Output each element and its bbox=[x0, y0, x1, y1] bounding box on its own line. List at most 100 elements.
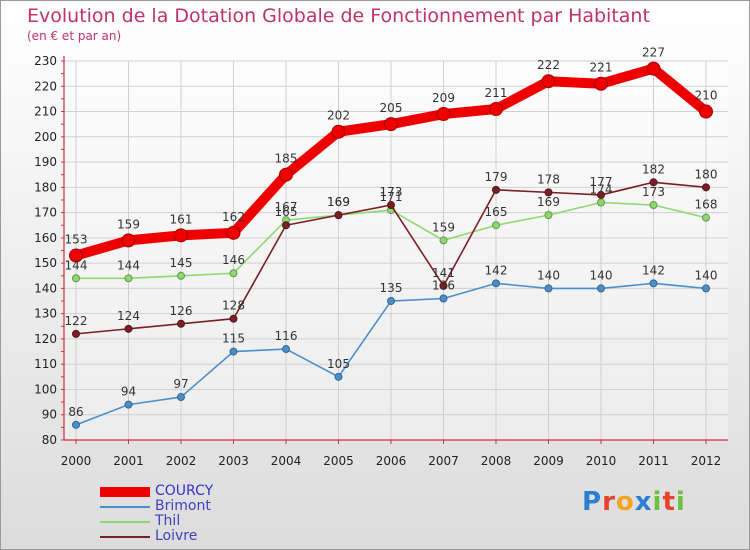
legend-label: Thil bbox=[155, 513, 181, 529]
y-tick-label: 100 bbox=[34, 382, 57, 396]
y-tick-label: 200 bbox=[34, 130, 57, 144]
y-tick-label: 170 bbox=[34, 206, 57, 220]
data-label-thil: 174 bbox=[590, 182, 613, 196]
x-tick-label: 2002 bbox=[166, 454, 197, 468]
data-label-thil: 169 bbox=[327, 195, 350, 209]
chart-title: Evolution de la Dotation Globale de Fonc… bbox=[27, 5, 650, 27]
data-label-brimont: 105 bbox=[327, 357, 350, 371]
data-point-thil bbox=[124, 274, 133, 283]
y-tick-label: 180 bbox=[34, 180, 57, 194]
data-label-brimont: 140 bbox=[695, 268, 718, 282]
y-tick-label: 210 bbox=[34, 105, 57, 119]
data-point-brimont bbox=[702, 284, 710, 293]
y-tick-label: 190 bbox=[34, 155, 57, 169]
y-tick-label: 90 bbox=[42, 408, 57, 422]
data-label-thil: 165 bbox=[485, 205, 508, 219]
data-label-brimont: 140 bbox=[537, 268, 560, 282]
chart-subtitle: (en € et par an) bbox=[27, 29, 122, 43]
data-label-thil: 145 bbox=[170, 256, 193, 270]
data-label-brimont: 115 bbox=[222, 332, 245, 346]
data-point-brimont bbox=[124, 400, 133, 409]
data-label-brimont: 116 bbox=[275, 329, 298, 343]
data-point-thil bbox=[439, 236, 448, 245]
y-tick-label: 150 bbox=[34, 256, 57, 270]
data-label-loivre: 169 bbox=[327, 195, 350, 209]
data-label-brimont: 136 bbox=[432, 279, 455, 293]
data-point-brimont bbox=[282, 345, 290, 354]
data-label-loivre: 177 bbox=[590, 175, 613, 189]
data-point-brimont bbox=[439, 294, 448, 303]
logo-letter: x bbox=[634, 487, 653, 517]
x-tick-label: 2012 bbox=[691, 454, 722, 468]
data-point-brimont bbox=[492, 279, 500, 288]
data-point-courcy bbox=[226, 225, 241, 240]
logo-letter: t bbox=[662, 487, 676, 517]
data-label-thil: 146 bbox=[222, 253, 245, 267]
data-point-thil bbox=[649, 201, 658, 210]
data-point-thil bbox=[544, 211, 553, 220]
proxiti-logo: Proxiti bbox=[582, 487, 686, 517]
data-point-loivre bbox=[649, 178, 658, 187]
logo-letter: o bbox=[615, 487, 635, 517]
data-point-brimont bbox=[229, 347, 238, 356]
data-point-brimont bbox=[597, 284, 605, 293]
data-point-courcy bbox=[541, 74, 556, 89]
data-point-thil bbox=[72, 274, 80, 283]
data-label-loivre: 173 bbox=[380, 185, 403, 199]
data-point-thil bbox=[229, 269, 238, 278]
data-point-loivre bbox=[72, 329, 80, 338]
data-point-thil bbox=[492, 221, 500, 230]
data-label-courcy: 161 bbox=[170, 212, 193, 226]
data-label-brimont: 142 bbox=[642, 263, 665, 277]
legend-swatch bbox=[100, 486, 150, 497]
data-label-thil: 168 bbox=[695, 198, 718, 212]
x-tick-label: 2009 bbox=[533, 454, 564, 468]
data-label-brimont: 142 bbox=[485, 263, 508, 277]
data-point-brimont bbox=[72, 420, 80, 429]
x-tick-label: 2000 bbox=[61, 454, 92, 468]
data-label-thil: 169 bbox=[537, 195, 560, 209]
legend-swatch bbox=[100, 505, 150, 508]
data-point-loivre bbox=[492, 185, 500, 194]
data-label-thil: 171 bbox=[380, 190, 403, 204]
y-tick-label: 160 bbox=[34, 231, 57, 245]
logo-letter: r bbox=[602, 487, 616, 517]
data-label-courcy: 209 bbox=[432, 91, 455, 105]
data-label-thil: 144 bbox=[117, 258, 140, 272]
data-point-courcy bbox=[331, 124, 346, 139]
data-point-loivre bbox=[387, 201, 395, 210]
x-tick-label: 2006 bbox=[376, 454, 407, 468]
data-label-loivre: 182 bbox=[642, 162, 665, 176]
y-tick-label: 130 bbox=[34, 307, 57, 321]
data-label-courcy: 210 bbox=[695, 89, 718, 103]
data-point-loivre bbox=[229, 314, 238, 323]
data-point-courcy bbox=[384, 117, 398, 132]
legend-label: COURCY bbox=[155, 483, 214, 499]
data-point-loivre bbox=[439, 281, 448, 290]
data-point-courcy bbox=[174, 228, 188, 243]
data-label-courcy: 222 bbox=[537, 58, 560, 72]
x-tick-label: 2008 bbox=[481, 454, 512, 468]
plot-area bbox=[64, 61, 728, 440]
data-label-loivre: 178 bbox=[537, 172, 560, 186]
data-point-loivre bbox=[334, 211, 343, 220]
logo-letter: i bbox=[675, 487, 686, 517]
data-label-loivre: 180 bbox=[695, 167, 718, 181]
data-label-courcy: 221 bbox=[590, 61, 613, 75]
data-label-thil: 167 bbox=[275, 200, 298, 214]
data-point-brimont bbox=[177, 393, 185, 402]
data-label-courcy: 211 bbox=[485, 86, 508, 100]
x-tick-label: 2003 bbox=[218, 454, 249, 468]
data-point-courcy bbox=[646, 61, 661, 76]
data-point-thil bbox=[177, 271, 185, 280]
data-label-brimont: 135 bbox=[380, 281, 403, 295]
legend-item-courcy: COURCY bbox=[100, 484, 213, 499]
data-point-courcy bbox=[699, 104, 713, 119]
data-point-brimont bbox=[649, 279, 658, 288]
legend-label: Brimont bbox=[155, 498, 211, 514]
data-label-courcy: 185 bbox=[275, 152, 298, 166]
x-tick-label: 2004 bbox=[271, 454, 302, 468]
y-tick-label: 140 bbox=[34, 281, 57, 295]
